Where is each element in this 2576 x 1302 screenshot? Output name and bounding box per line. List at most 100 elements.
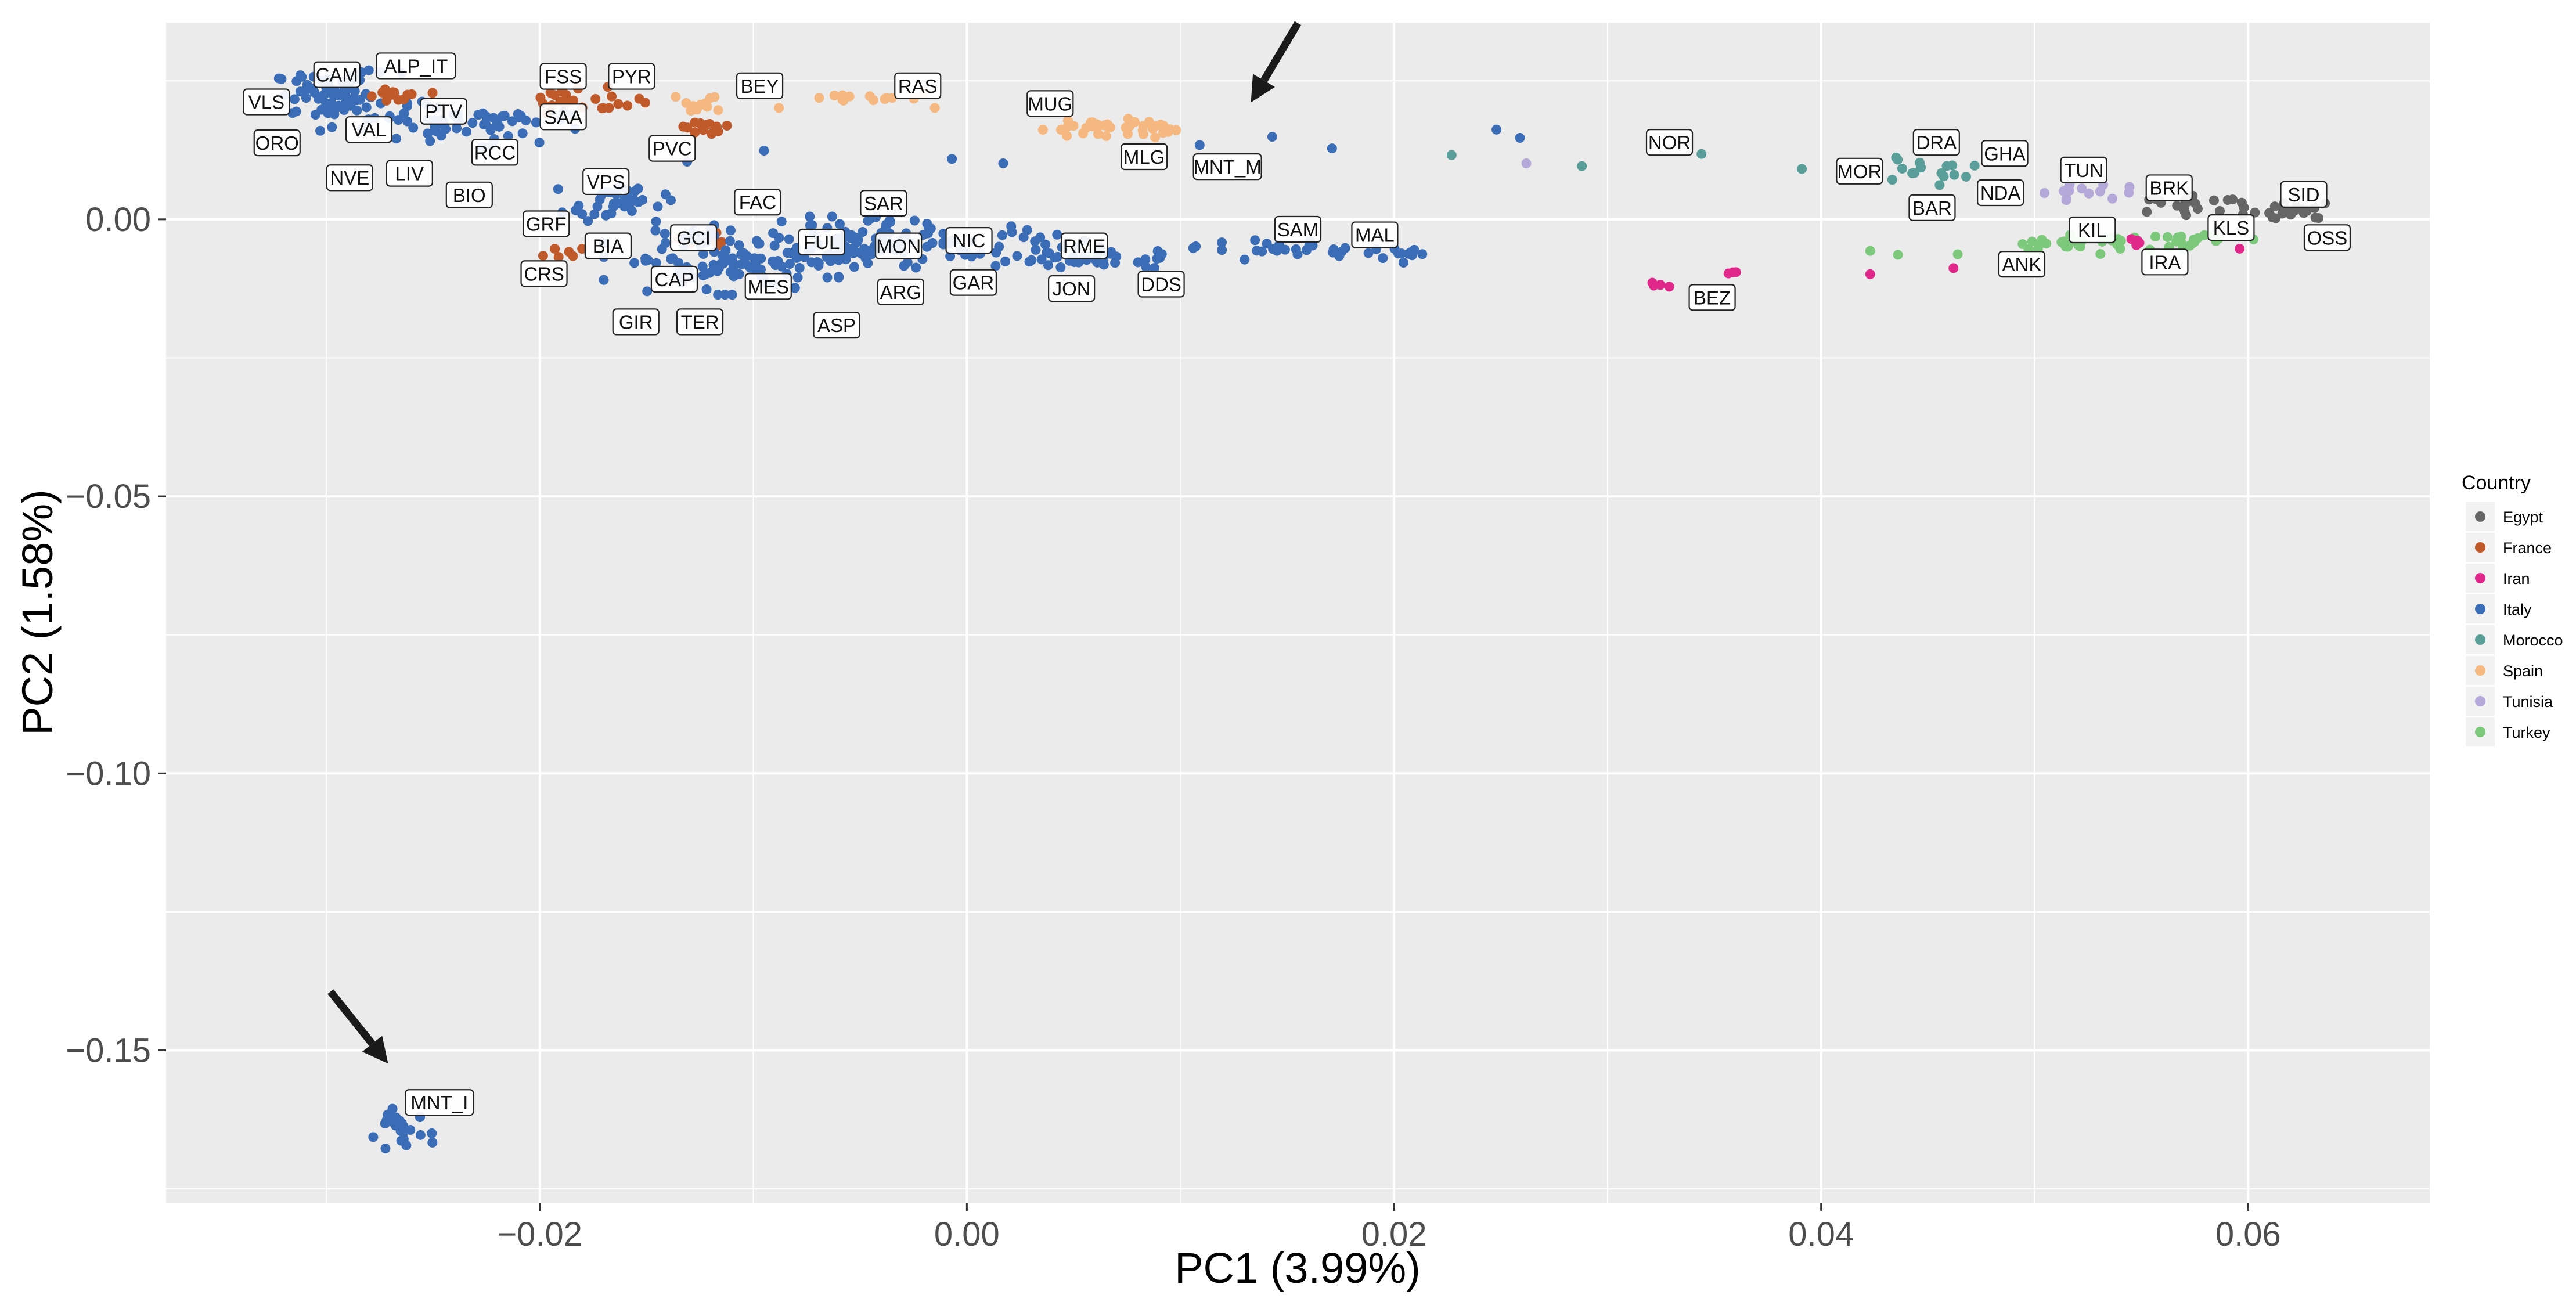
population-label-box — [420, 98, 467, 125]
population-label: BEY — [736, 72, 784, 99]
point-italy — [859, 244, 869, 254]
point-italy — [287, 108, 298, 118]
point-italy — [1152, 246, 1163, 256]
point-italy — [1240, 254, 1250, 265]
population-label-box — [539, 103, 587, 131]
point-italy — [827, 211, 837, 222]
point-italy — [1133, 257, 1143, 268]
point-spain — [1055, 124, 1066, 135]
point-spain — [705, 93, 715, 103]
population-label-text: RAS — [898, 75, 938, 97]
point-turkey — [2062, 241, 2073, 252]
population-label-box — [2145, 174, 2193, 201]
point-iran — [1723, 268, 1734, 279]
population-label-text: CAP — [655, 269, 694, 290]
point-italy — [660, 229, 670, 239]
population-label-text: VPS — [587, 171, 625, 193]
population-label: OSS — [2303, 224, 2351, 251]
point-tunisia — [2107, 193, 2117, 204]
population-label: SAR — [860, 190, 907, 217]
point-italy — [402, 116, 413, 127]
population-label: FSS — [539, 63, 587, 90]
population-label: SAA — [539, 103, 587, 131]
point-italy — [849, 262, 859, 272]
point-italy — [1268, 244, 1278, 254]
point-spain — [1163, 127, 1173, 137]
point-iran — [2235, 243, 2245, 254]
point-spain — [1123, 121, 1133, 131]
point-egypt — [2310, 212, 2321, 223]
point-italy — [697, 261, 708, 272]
point-italy — [739, 258, 750, 268]
population-label-box — [1137, 271, 1185, 298]
point-italy — [401, 1140, 412, 1150]
population-label-text: BIA — [593, 236, 624, 257]
point-italy — [725, 225, 736, 236]
point-italy — [355, 95, 365, 105]
population-label-box — [1688, 284, 1736, 311]
population-label-box — [539, 63, 587, 90]
point-italy — [452, 123, 462, 134]
population-label-box — [669, 224, 718, 251]
point-spain — [880, 94, 890, 104]
population-label-box — [582, 168, 630, 196]
point-italy — [717, 250, 727, 261]
point-italy — [295, 86, 305, 97]
population-label-box — [648, 135, 696, 162]
point-morocco — [1949, 169, 1959, 180]
population-label-box — [523, 210, 570, 237]
point-italy — [425, 136, 435, 146]
population-label-text: GCI — [676, 227, 711, 248]
point-italy — [713, 290, 723, 300]
population-label: LIV — [386, 160, 433, 187]
point-italy — [1006, 221, 1017, 232]
legend-title: Country — [2462, 472, 2531, 494]
population-label: KLS — [2207, 214, 2255, 241]
point-italy — [1194, 140, 1205, 150]
population-label-text: MOR — [1837, 161, 1882, 182]
point-italy — [423, 128, 433, 139]
legend: Country Egypt France Iran Italy Morocco Spain… — [2462, 472, 2563, 746]
point-italy — [753, 239, 763, 249]
point-italy — [776, 217, 787, 227]
population-label: TUN — [2060, 156, 2107, 183]
population-label-text: TER — [681, 311, 719, 333]
population-label: PYR — [608, 63, 655, 90]
point-italy — [791, 253, 802, 263]
point-egypt — [2278, 207, 2288, 218]
point-italy — [1327, 143, 1337, 154]
point-italy — [339, 99, 350, 109]
population-label-box — [2060, 156, 2107, 183]
point-italy — [1417, 249, 1428, 259]
point-spain — [1093, 129, 1103, 139]
point-egypt — [2269, 201, 2280, 212]
legend-item: Morocco — [2466, 625, 2563, 654]
population-label-text: GHA — [1984, 143, 2026, 164]
population-label: RAS — [894, 72, 942, 99]
point-italy — [488, 113, 499, 123]
population-label: VAL — [345, 116, 393, 143]
point-turkey — [1865, 246, 1875, 256]
point-italy — [727, 290, 737, 300]
point-italy — [734, 240, 744, 251]
population-label-box — [1912, 129, 1960, 156]
point-morocco — [1893, 154, 1903, 165]
point-italy — [1141, 262, 1151, 272]
x-tick-label: 0.04 — [1788, 1216, 1854, 1253]
point-italy — [673, 258, 684, 268]
point-france — [538, 251, 548, 261]
population-label: ORO — [253, 129, 301, 157]
point-italy — [858, 227, 868, 237]
point-italy — [352, 105, 362, 116]
point-spain — [671, 92, 681, 102]
point-france — [535, 92, 546, 103]
point-italy — [1216, 237, 1227, 248]
population-label-text: FSS — [545, 66, 582, 88]
population-label-box — [813, 312, 860, 339]
point-spain — [681, 98, 691, 108]
point-italy — [327, 122, 337, 132]
point-italy — [774, 233, 784, 243]
point-morocco — [1939, 171, 1949, 182]
point-france — [550, 244, 560, 254]
point-france — [568, 251, 578, 261]
